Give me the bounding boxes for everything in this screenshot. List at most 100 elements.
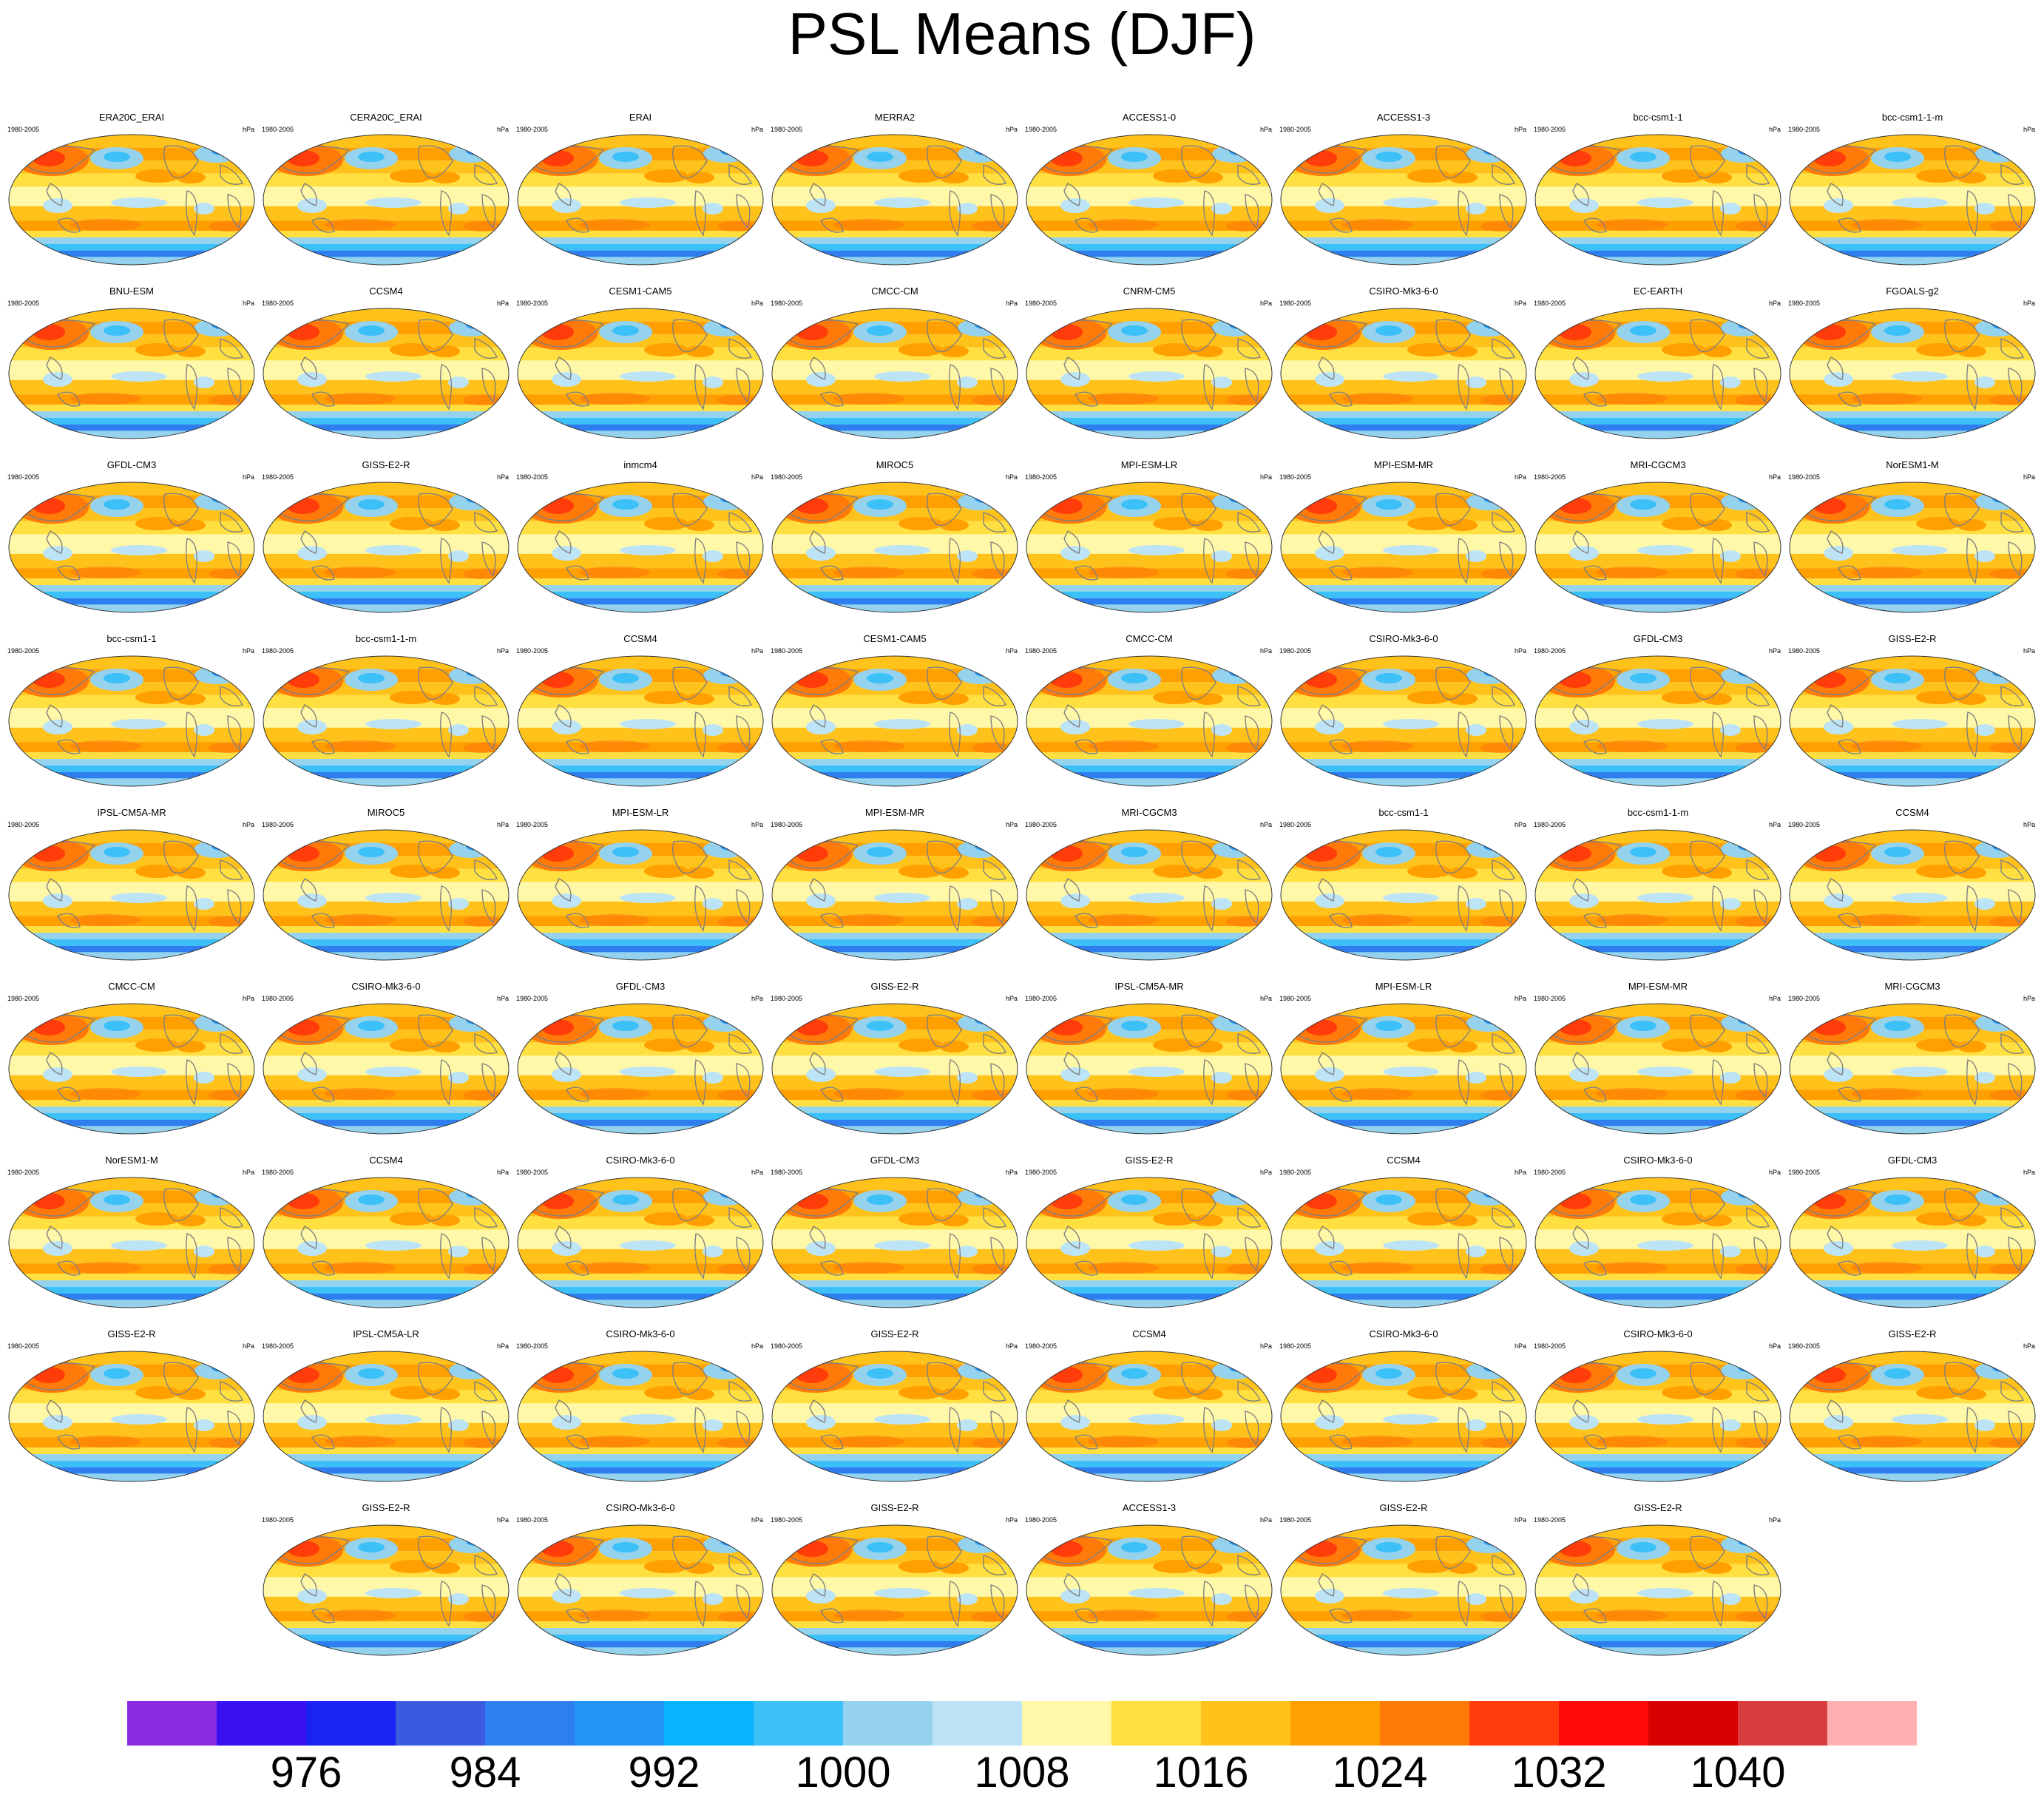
panel-units: hPa [496,647,509,655]
psl-map [517,655,764,787]
colorbar-swatch [1738,1701,1828,1746]
panel-period: 1980-2005 [1279,300,1312,307]
panel-period: 1980-2005 [1788,821,1821,828]
psl-map [771,308,1018,439]
panel-title: CCSM4 [1132,1328,1166,1339]
panel-period: 1980-2005 [1025,1169,1057,1176]
map-panel: EC-EARTH 1980-2005 hPa [1532,286,1784,442]
panel-title: MPI-ESM-MR [1628,981,1688,992]
map-panel: FGOALS-g2 1980-2005 hPa [1787,286,2038,442]
panel-period: 1980-2005 [7,821,40,828]
psl-map [771,134,1018,266]
panel-period: 1980-2005 [1025,1516,1057,1524]
map-panel: GISS-E2-R 1980-2005 hPa [769,1329,1021,1484]
colorbar-labels: 976 984 992 1000 1008 1016 1024 1032 1040 [0,1751,2044,1796]
panel-units: hPa [1005,126,1018,133]
map-panel: IPSL-CM5A-MR 1980-2005 hPa [6,808,257,963]
panel-period: 1980-2005 [516,1342,549,1350]
map-panel: CSIRO-Mk3-6-0 1980-2005 hPa [1278,1329,1529,1484]
panel-title: MRI-CGCM3 [1884,981,1940,992]
panel-units: hPa [1768,300,1781,307]
panel-title: NorESM1-M [105,1155,158,1166]
panel-units: hPa [1259,821,1272,828]
panel-title: MPI-ESM-LR [1120,459,1178,470]
psl-map [1789,655,2036,787]
colorbar-swatch [396,1701,486,1746]
psl-map [8,134,255,266]
panel-period: 1980-2005 [1534,821,1566,828]
panel-title: CNRM-CM5 [1123,285,1176,297]
panel-title: ERA20C_ERAI [98,112,165,123]
panel-units: hPa [1768,126,1781,133]
panel-period: 1980-2005 [516,1169,549,1176]
map-panel: CSIRO-Mk3-6-0 1980-2005 hPa [260,981,512,1137]
map-panel: MIROC5 1980-2005 hPa [260,808,512,963]
panel-units: hPa [1514,1169,1526,1176]
psl-map [1026,655,1273,787]
panel-title: ERAI [629,112,652,123]
panel-title: inmcm4 [623,459,657,470]
panel-units: hPa [1259,1342,1272,1350]
panel-period: 1980-2005 [1788,300,1821,307]
map-panel: CMCC-CM 1980-2005 hPa [769,286,1021,442]
colorbar-swatch [1648,1701,1739,1746]
panel-units: hPa [751,1342,763,1350]
panel-units: hPa [496,1516,509,1524]
colorbar-swatch [1559,1701,1649,1746]
panel-units: hPa [751,647,763,655]
colorbar-swatch [1290,1701,1381,1746]
panel-period: 1980-2005 [262,647,294,655]
panel-title: MRI-CGCM3 [1121,807,1177,818]
map-panel: GFDL-CM3 1980-2005 hPa [1787,1155,2038,1311]
panel-units: hPa [751,300,763,307]
psl-map [1026,1177,1273,1308]
psl-map [517,134,764,266]
psl-map [1534,1177,1781,1308]
psl-map [1789,1177,2036,1308]
panel-title: bcc-csm1-1 [1633,112,1683,123]
panel-period: 1980-2005 [771,300,803,307]
psl-map [517,481,764,613]
psl-map [8,829,255,961]
panel-title: CCSM4 [623,633,657,644]
colorbar-swatch [1827,1701,1917,1746]
map-panel: bcc-csm1-1 1980-2005 hPa [1532,112,1784,268]
page-title: PSL Means (DJF) [788,1,1256,67]
psl-map [1280,655,1527,787]
panel-units: hPa [242,300,254,307]
panel-units: hPa [1005,300,1018,307]
psl-map [263,1524,510,1656]
map-panel: CESM1-CAM5 1980-2005 hPa [515,286,766,442]
psl-map [517,1177,764,1308]
psl-map [1026,308,1273,439]
panel-title: MIROC5 [876,459,914,470]
panel-period: 1980-2005 [7,473,40,481]
panel-period: 1980-2005 [516,995,549,1002]
map-panel: CESM1-CAM5 1980-2005 hPa [769,634,1021,789]
panel-period: 1980-2005 [7,995,40,1002]
map-panel: GISS-E2-R 1980-2005 hPa [260,1503,512,1658]
colorbar-swatch [843,1701,933,1746]
psl-map [1534,655,1781,787]
psl-map [1280,481,1527,613]
panel-period: 1980-2005 [1279,1342,1312,1350]
panel-period: 1980-2005 [1025,995,1057,1002]
map-panel: CCSM4 1980-2005 hPa [1787,808,2038,963]
panel-units: hPa [1768,1516,1781,1524]
panel-title: GISS-E2-R [107,1328,156,1339]
panel-period: 1980-2005 [771,995,803,1002]
colorbar-tick-label: 992 [628,1748,700,1797]
panel-period: 1980-2005 [1279,647,1312,655]
panel-title: GISS-E2-R [1888,633,1937,644]
panel-title: MPI-ESM-LR [1375,981,1432,992]
panel-units: hPa [751,1516,763,1524]
colorbar [127,1701,1917,1746]
map-panel: bcc-csm1-1 1980-2005 hPa [1278,808,1529,963]
psl-map [771,1351,1018,1482]
map-panel: CERA20C_ERAI 1980-2005 hPa [260,112,512,268]
colorbar-swatch [217,1701,307,1746]
panel-period: 1980-2005 [262,1516,294,1524]
panel-period: 1980-2005 [516,473,549,481]
map-panel: IPSL-CM5A-LR 1980-2005 hPa [260,1329,512,1484]
map-panel: MIROC5 1980-2005 hPa [769,460,1021,615]
